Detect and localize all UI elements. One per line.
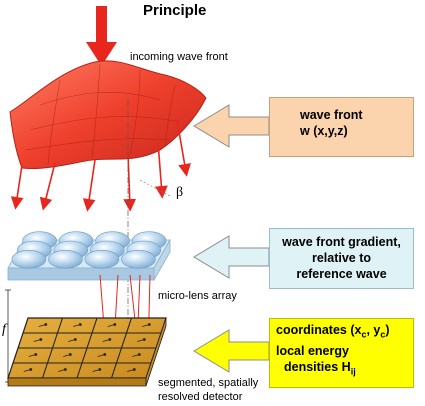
- lens-dome: [11, 249, 47, 269]
- coords-text-mid: , y: [366, 323, 381, 337]
- focal-spot: [29, 368, 33, 371]
- densities-line: densities Hij: [270, 359, 413, 380]
- gradient-line1: wave front gradient,: [282, 235, 401, 249]
- wave-front-title: wave front: [300, 108, 363, 122]
- focal-spot: [113, 323, 117, 326]
- coordinates-box: coordinates (xc, yc) local energy densit…: [269, 318, 414, 388]
- focal-spot: [78, 323, 82, 326]
- wave-front-gradient-box: wave front gradient, relative to referen…: [269, 228, 414, 289]
- beta-angle-label: β: [176, 185, 184, 200]
- incoming-wave-front-label: incoming wave front: [130, 51, 228, 63]
- micro-lens-array: [7, 231, 171, 282]
- coords-text-pre: coordinates (x: [276, 323, 362, 337]
- focal-spot: [63, 368, 67, 371]
- incoming-arrow: [86, 6, 117, 66]
- focal-spot: [108, 338, 112, 341]
- densities-sub: ij: [350, 366, 356, 376]
- gradient-line3: reference wave: [296, 267, 387, 281]
- gradient-block-arrow: [193, 235, 270, 279]
- focal-spot: [147, 323, 151, 326]
- lens-dome: [84, 249, 120, 269]
- lens-dome: [121, 249, 156, 269]
- coordinates-line: coordinates (xc, yc): [270, 322, 413, 343]
- gradient-line2: relative to: [311, 251, 372, 265]
- focal-spot: [98, 368, 102, 371]
- coords-text-post: ): [385, 323, 390, 337]
- densities-text: densities H: [284, 359, 351, 374]
- focal-spot: [73, 338, 77, 341]
- lens-dome: [48, 249, 83, 269]
- detector-label-line2: resolved detector: [158, 391, 243, 403]
- wave-front-surface: [9, 60, 207, 169]
- focal-spot: [132, 368, 136, 371]
- micro-lens-array-label: micro-lens array: [158, 290, 237, 302]
- focal-spot: [103, 353, 107, 356]
- focal-spot: [137, 353, 141, 356]
- focal-spot: [68, 353, 72, 356]
- focal-spot: [39, 338, 43, 341]
- wave-front-box: wave front w (x,y,z): [269, 97, 414, 157]
- diagram-title: Principle: [143, 2, 207, 19]
- refracted-rays: [10, 119, 191, 212]
- local-energy-line: local energy: [276, 343, 349, 358]
- wave-front-function: w (x,y,z): [300, 124, 348, 138]
- focal-spot: [34, 353, 38, 356]
- coords-sub-x: c: [361, 329, 367, 340]
- coords-block-arrow: [193, 329, 270, 373]
- wavefront-block-arrow: [193, 104, 270, 148]
- coords-sub-y: c: [380, 329, 386, 340]
- focal-length-label: f: [2, 322, 6, 337]
- segmented-detector: [7, 317, 167, 387]
- beta-reference-line: [139, 179, 171, 197]
- focal-spot: [44, 323, 48, 326]
- focal-spot: [142, 338, 146, 341]
- detector-label-line1: segmented, spatially: [158, 377, 259, 389]
